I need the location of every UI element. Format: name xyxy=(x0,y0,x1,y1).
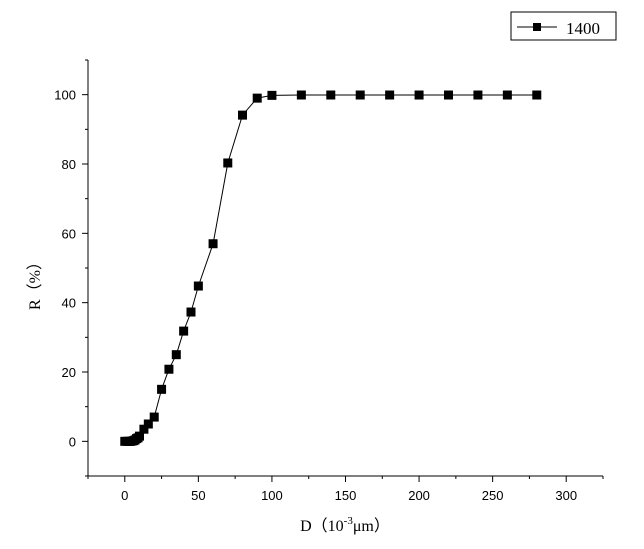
data-point xyxy=(171,350,181,360)
data-point xyxy=(252,93,262,103)
legend: 1400 xyxy=(510,11,617,41)
data-point xyxy=(139,424,149,434)
x-tick-label: 150 xyxy=(335,488,357,503)
data-point xyxy=(186,307,196,317)
series-layer xyxy=(120,90,542,446)
y-tick-label: 100 xyxy=(54,88,76,103)
x-axis-label: D（10-3μm） xyxy=(300,515,390,535)
data-point xyxy=(193,281,203,291)
data-point xyxy=(502,90,512,100)
legend-label: 1400 xyxy=(566,19,600,38)
legend-box xyxy=(510,11,617,41)
data-point xyxy=(238,110,247,120)
x-tick-label: 200 xyxy=(408,488,430,503)
x-tick-label: 250 xyxy=(482,488,504,503)
series-line xyxy=(124,94,537,442)
data-point xyxy=(149,412,159,422)
y-tick-label: 0 xyxy=(69,434,76,449)
x-tick-label: 300 xyxy=(555,488,577,503)
x-axis-label-main: D（10 xyxy=(300,517,344,535)
data-point xyxy=(473,90,483,100)
x-axis-label-unit: μm） xyxy=(353,517,390,535)
data-point xyxy=(444,90,453,100)
data-point xyxy=(164,364,174,374)
data-point xyxy=(157,384,167,394)
data-point xyxy=(414,90,424,100)
y-tick-label: 80 xyxy=(62,157,76,172)
data-point xyxy=(326,90,336,100)
legend-marker xyxy=(533,23,541,31)
data-point xyxy=(532,90,542,100)
data-point xyxy=(223,158,233,168)
y-tick-label: 20 xyxy=(62,365,76,380)
data-point xyxy=(179,326,189,336)
data-point xyxy=(208,239,218,249)
y-axis-label: R（%） xyxy=(26,254,44,310)
x-axis-label-sup: -3 xyxy=(344,515,354,527)
x-tick-label: 0 xyxy=(121,488,128,503)
data-point xyxy=(267,90,277,100)
data-point xyxy=(296,90,306,100)
y-tick-label: 60 xyxy=(62,226,76,241)
x-tick-label: 100 xyxy=(261,488,283,503)
axes xyxy=(87,60,603,477)
data-point xyxy=(135,431,144,441)
data-point xyxy=(143,419,153,429)
x-tick-label: 50 xyxy=(191,488,205,503)
y-tick-label: 40 xyxy=(62,296,76,311)
data-point xyxy=(355,90,365,100)
data-point xyxy=(385,90,395,100)
ticks: 0 20 40 60 80 100 0 50 100 150 200 250 300 xyxy=(54,59,604,503)
